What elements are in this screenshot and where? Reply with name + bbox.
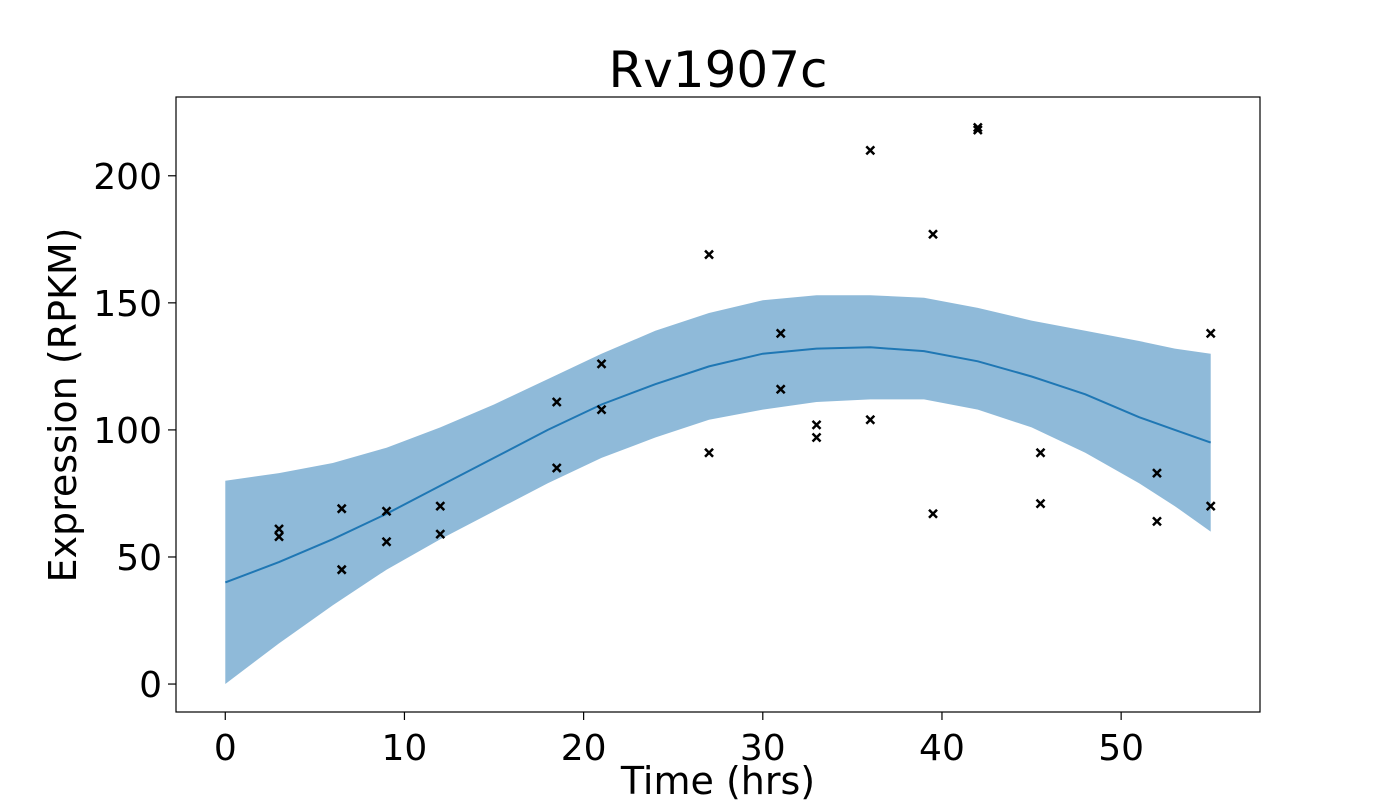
y-tick-label: 0: [139, 665, 162, 706]
data-point: [972, 125, 983, 135]
y-axis-label: Expression (RPKM): [41, 227, 85, 582]
data-point: [1205, 501, 1216, 512]
data-point: [596, 358, 607, 369]
data-point: [775, 328, 786, 339]
x-tick-label: 40: [919, 728, 965, 769]
x-tick-label: 10: [382, 728, 428, 769]
data-point: [274, 524, 284, 534]
plot-frame: [175, 96, 1261, 713]
x-tick-label: 30: [740, 728, 786, 769]
data-point: [704, 249, 714, 260]
data-point: [811, 432, 822, 443]
data-point: [596, 404, 607, 415]
data-point: [972, 122, 983, 133]
y-tick-label: 50: [116, 538, 162, 579]
y-tick-label: 150: [93, 284, 162, 325]
chart-title: Rv1907c: [608, 41, 827, 99]
data-point: [928, 229, 938, 240]
data-point: [274, 531, 284, 542]
data-point: [704, 447, 714, 458]
x-tick-label: 50: [1098, 728, 1144, 769]
data-point: [1152, 516, 1162, 527]
data-point: [1035, 447, 1046, 458]
data-point: [775, 384, 786, 395]
data-point: [928, 508, 938, 519]
plot-area: [224, 122, 1216, 684]
x-axis-label: Time (hrs): [620, 759, 815, 800]
axis-ticks: 0 10 20 30 40 50 0 50 100 150 200: [93, 157, 1144, 769]
data-point: [381, 536, 392, 547]
x-tick-label: 20: [561, 728, 607, 769]
data-point: [336, 503, 347, 514]
data-point: [865, 145, 876, 156]
data-point: [435, 529, 446, 539]
data-point: [1205, 328, 1216, 339]
data-point: [1152, 468, 1162, 478]
data-point: [811, 419, 822, 430]
confidence-band: [225, 295, 1211, 684]
data-point: [551, 397, 562, 407]
data-point: [551, 463, 562, 473]
mean-line: [224, 346, 1212, 584]
data-point: [865, 414, 876, 425]
y-tick-label: 200: [93, 157, 162, 198]
data-point: [435, 501, 446, 512]
data-point: [336, 564, 347, 575]
data-point: [381, 506, 392, 517]
data-point: [1035, 498, 1046, 509]
x-tick-label: 0: [214, 728, 237, 769]
y-tick-label: 100: [93, 411, 162, 452]
